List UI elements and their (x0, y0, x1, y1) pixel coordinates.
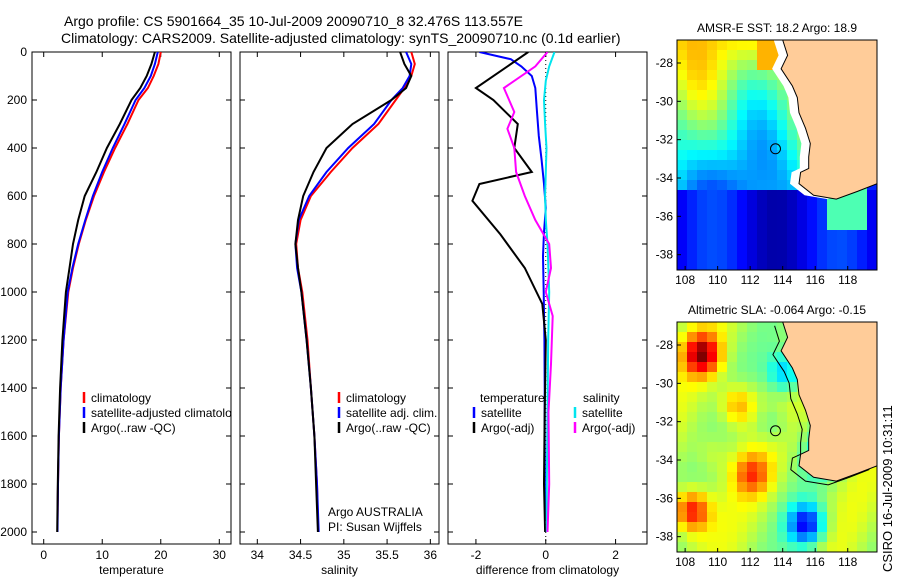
sst-map-title: AMSR-E SST: 18.2 Argo: 18.9 (697, 21, 857, 35)
map-y-tick-label: -34 (656, 453, 674, 467)
map-x-tick-label: 114 (773, 555, 792, 569)
y-tick-label: 0 (20, 45, 27, 59)
y-tick-label: 1800 (0, 477, 27, 491)
legend-satellite-adjusted-label: satellite-adjusted climatology (91, 406, 244, 420)
y-tick-label: 200 (7, 93, 27, 107)
x-tick-label: 34.5 (289, 548, 313, 562)
map-x-tick-label: 114 (773, 273, 792, 287)
sla-map-frame (676, 321, 878, 553)
temperature-panel: 0 10 20 30 temperature 0 200 400 600 800 1000 1200 1… (0, 45, 232, 577)
x-tick-label: 35 (337, 548, 351, 562)
y-tick-label: 2000 (0, 525, 27, 539)
salinity-panel: 34 34.5 35 35.5 36 salinity (239, 51, 440, 577)
header-line-2: Climatology: CARS2009. Satellite-adjuste… (61, 30, 621, 46)
x-tick-label: 35.5 (375, 548, 399, 562)
legend-argo-label: Argo(..raw -QC) (91, 421, 176, 435)
note-argo-australia: Argo AUSTRALIA (328, 505, 423, 519)
legend-salinity-heading: salinity (583, 391, 620, 405)
map-y-tick-label: -32 (656, 133, 674, 147)
legend-argo-label: Argo(..raw -QC) (346, 421, 431, 435)
y-tick-label: 1000 (0, 285, 27, 299)
note-pi: PI: Susan Wijffels (328, 520, 422, 534)
difference-legend: temperaturesatelliteArgo(-adj)salinitysa… (472, 391, 635, 435)
map-y-tick-label: -32 (656, 415, 674, 429)
salinity-axes-box (239, 51, 440, 545)
salinity-series-black (294, 52, 413, 533)
y-tick-label: 1600 (0, 429, 27, 443)
salinity-xlabel: salinity (321, 563, 358, 577)
legend-climatology-label: climatology (91, 391, 151, 405)
map-y-tick-label: -28 (656, 56, 674, 70)
sst-map: AMSR-E SST: 18.2 Argo: 18.9 108 110 112 114 1… (656, 21, 878, 287)
map-x-tick-label: 116 (806, 273, 825, 287)
y-tick-label: 400 (7, 141, 27, 155)
depth-contour (772, 325, 870, 486)
legend-sal-satellite-label: satellite (582, 406, 623, 420)
map-x-tick-label: 110 (708, 273, 727, 287)
header-line-1: Argo profile: CS 5901664_35 10-Jul-2009 … (64, 13, 523, 29)
sst-map-frame (676, 39, 878, 271)
x-tick-label: 0 (40, 548, 47, 562)
difference-series-cyan (542, 52, 556, 532)
map-x-tick-label: 118 (838, 555, 857, 569)
map-y-tick-label: -30 (656, 376, 674, 390)
side-note: CSIRO 16-Jul-2009 10:31:11 (880, 405, 895, 572)
x-tick-label: 10 (96, 548, 110, 562)
map-x-tick-label: 116 (806, 555, 825, 569)
y-tick-label: 800 (7, 237, 27, 251)
x-tick-label: 20 (154, 548, 168, 562)
legend-satellite-adj-label: satellite adj. clim. (346, 406, 437, 420)
map-x-tick-label: 108 (675, 555, 695, 569)
map-y-tick-label: -28 (656, 338, 674, 352)
legend-climatology-label: climatology (346, 391, 406, 405)
legend-temp-argo-label: Argo(-adj) (481, 421, 534, 435)
temperature-series-black (56, 52, 156, 533)
map-x-tick-label: 118 (838, 273, 857, 287)
temperature-axes-box (31, 51, 232, 545)
difference-series-magenta (502, 52, 554, 533)
argo-float-marker (769, 143, 781, 155)
x-tick-label: 30 (213, 548, 227, 562)
temperature-xlabel: temperature (99, 563, 164, 577)
map-x-tick-label: 110 (708, 555, 727, 569)
australia-land (780, 322, 877, 482)
map-y-tick-label: -34 (656, 171, 674, 185)
difference-series-blue (479, 52, 547, 521)
x-tick-label: 34 (251, 548, 265, 562)
map-y-tick-label: -36 (656, 491, 674, 505)
map-y-tick-label: -30 (656, 94, 674, 108)
legend-temp-satellite-label: satellite (481, 406, 522, 420)
x-tick-label: -2 (471, 548, 482, 562)
map-x-tick-label: 108 (675, 273, 695, 287)
x-tick-label: 36 (424, 548, 438, 562)
sla-map-title: Altimetric SLA: -0.064 Argo: -0.15 (688, 303, 866, 317)
y-tick-label: 600 (7, 189, 27, 203)
difference-xlabel: difference from climatology (476, 563, 619, 577)
y-tick-label: 1400 (0, 381, 27, 395)
x-tick-label: 0 (542, 548, 549, 562)
map-x-tick-label: 112 (741, 555, 760, 569)
map-y-tick-label: -36 (656, 209, 674, 223)
legend-temperature-heading: temperature (480, 391, 545, 405)
map-x-tick-label: 112 (741, 273, 760, 287)
y-tick-label: 1200 (0, 333, 27, 347)
argo-float-marker (769, 425, 781, 437)
x-tick-label: 2 (612, 548, 619, 562)
map-y-tick-label: -38 (656, 248, 674, 262)
sla-map: Altimetric SLA: -0.064 Argo: -0.15 108 110… (656, 303, 878, 569)
australia-land (780, 40, 877, 200)
difference-series-black (471, 52, 547, 533)
legend-sal-argo-label: Argo(-adj) (582, 421, 635, 435)
map-y-tick-label: -38 (656, 530, 674, 544)
